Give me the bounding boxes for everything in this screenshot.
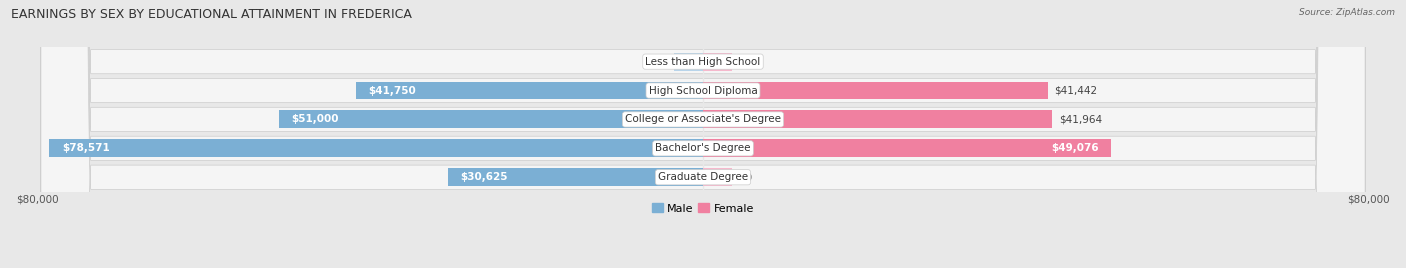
Text: College or Associate's Degree: College or Associate's Degree (626, 114, 780, 124)
Text: $0: $0 (738, 172, 752, 182)
Text: EARNINGS BY SEX BY EDUCATIONAL ATTAINMENT IN FREDERICA: EARNINGS BY SEX BY EDUCATIONAL ATTAINMEN… (11, 8, 412, 21)
Text: $78,571: $78,571 (62, 143, 110, 153)
Bar (278, 110, 703, 128)
Bar (673, 53, 703, 70)
Text: $41,964: $41,964 (1059, 114, 1102, 124)
Bar (703, 53, 733, 70)
Text: Bachelor's Degree: Bachelor's Degree (655, 143, 751, 153)
Bar (703, 139, 1111, 157)
Bar (703, 110, 1052, 128)
Bar (356, 81, 703, 99)
Bar (449, 168, 703, 186)
Text: $0: $0 (738, 57, 752, 67)
FancyBboxPatch shape (41, 0, 1365, 268)
Text: Graduate Degree: Graduate Degree (658, 172, 748, 182)
Bar (49, 139, 703, 157)
Text: $0: $0 (654, 57, 668, 67)
Text: Less than High School: Less than High School (645, 57, 761, 67)
Text: $51,000: $51,000 (291, 114, 339, 124)
FancyBboxPatch shape (41, 0, 1365, 268)
Text: Source: ZipAtlas.com: Source: ZipAtlas.com (1299, 8, 1395, 17)
Text: $49,076: $49,076 (1052, 143, 1098, 153)
Bar (703, 81, 1047, 99)
FancyBboxPatch shape (41, 0, 1365, 268)
FancyBboxPatch shape (41, 0, 1365, 268)
Text: $41,750: $41,750 (368, 85, 416, 95)
Text: $30,625: $30,625 (461, 172, 508, 182)
Text: High School Diploma: High School Diploma (648, 85, 758, 95)
Text: $41,442: $41,442 (1054, 85, 1098, 95)
Bar (703, 168, 733, 186)
Legend: Male, Female: Male, Female (647, 199, 759, 218)
FancyBboxPatch shape (41, 0, 1365, 268)
